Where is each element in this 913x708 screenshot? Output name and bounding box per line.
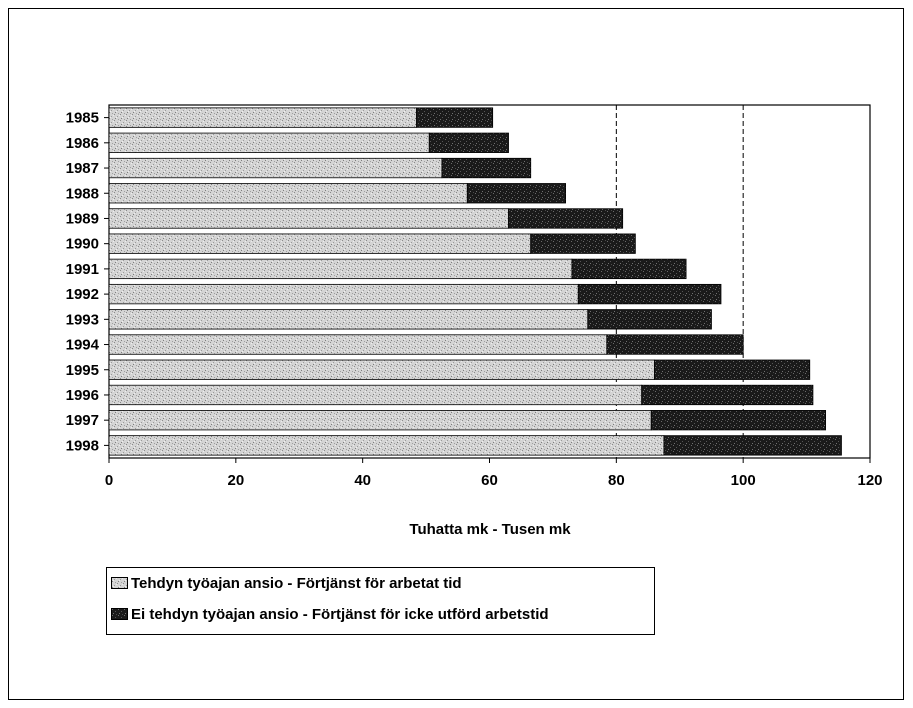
bar-1998-series-1 [108,435,665,456]
y-tick-label-1989: 1989 [66,210,99,227]
y-tick-label-1987: 1987 [66,160,99,177]
y-tick-label-1993: 1993 [66,311,99,328]
bar-1997-series-1 [108,410,652,431]
bar-1988-series-1 [108,183,468,204]
x-tick-label-0: 0 [105,472,113,489]
x-tick-label-100: 100 [731,472,756,489]
bar-1996-series-1 [108,384,643,406]
y-tick-label-1990: 1990 [66,236,99,253]
bar-1986-series-2 [428,132,509,153]
bar-1998-series-2 [663,435,842,456]
legend-swatch-light [111,577,128,589]
y-tick-label-1998: 1998 [66,437,99,454]
legend-item-series-1: Tehdyn työajan ansio - Förtjänst för arb… [111,572,462,594]
bar-1992-series-2 [577,283,722,305]
y-tick-label-1986: 1986 [66,135,99,152]
x-axis-title: Tuhatta mk - Tusen mk [409,521,571,538]
legend-label-series-2: Ei tehdyn työajan ansio - Förtjänst för … [131,605,549,623]
bar-1997-series-2 [650,410,827,431]
bar-1992-series-1 [108,283,579,305]
y-tick-label-1992: 1992 [66,286,99,303]
bar-1991-series-2 [571,258,687,280]
bar-1986-series-1 [108,132,430,153]
bar-1988-series-2 [466,183,566,204]
x-tick-label-60: 60 [481,472,498,489]
legend: Tehdyn työajan ansio - Förtjänst för arb… [106,567,655,635]
y-tick-label-1988: 1988 [66,185,99,202]
bar-1996-series-2 [641,384,814,406]
x-tick-label-80: 80 [608,472,625,489]
x-tick-label-120: 120 [857,472,882,489]
legend-label-series-1: Tehdyn työajan ansio - Förtjänst för arb… [131,574,462,592]
bar-1987-series-1 [108,157,443,179]
bar-1990-series-2 [530,233,636,254]
bar-1987-series-2 [441,157,532,179]
y-tick-label-1997: 1997 [66,412,99,429]
bar-1991-series-1 [108,258,573,280]
bar-1994-series-2 [606,334,744,355]
legend-item-series-2: Ei tehdyn työajan ansio - Förtjänst för … [111,603,549,625]
bar-1990-series-1 [108,233,532,254]
bar-1995-series-2 [653,359,811,380]
bar-1985-series-2 [416,107,494,128]
y-tick-label-1991: 1991 [66,261,99,278]
y-tick-label-1995: 1995 [66,362,99,379]
x-tick-label-40: 40 [354,472,371,489]
y-tick-label-1994: 1994 [66,337,100,354]
y-tick-label-1996: 1996 [66,387,99,404]
bar-1989-series-1 [108,208,509,229]
plot-area: 1985 1986 1987 1988 1989 1990 1991 1992 1993 1994… [66,104,883,489]
legend-swatch-dark [111,608,128,620]
bar-1985-series-1 [108,107,417,128]
bar-1995-series-1 [108,359,655,380]
bar-1993-series-2 [587,309,712,330]
x-tick-label-20: 20 [227,472,244,489]
bar-1989-series-2 [508,208,624,229]
bar-1994-series-1 [108,334,608,355]
y-tick-label-1985: 1985 [66,110,99,127]
chart-frame [8,8,904,700]
bar-1993-series-1 [108,309,589,330]
